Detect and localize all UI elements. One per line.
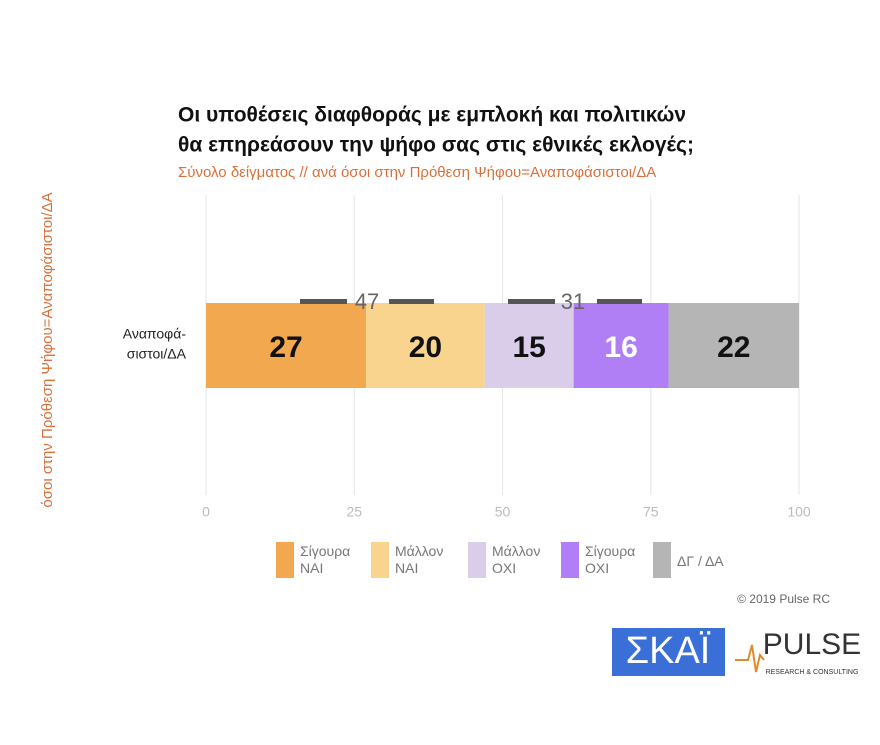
x-tick-label: 50 <box>495 504 511 520</box>
data-label: 22 <box>717 331 750 364</box>
legend-swatch <box>653 542 671 578</box>
x-tick-label: 0 <box>202 504 210 520</box>
copyright: © 2019 Pulse RC <box>737 592 830 606</box>
annotation: 47 <box>355 289 379 314</box>
chart-subtitle: Σύνολο δείγματος // ανά όσοι στην Πρόθεσ… <box>178 164 656 181</box>
chart-title: Οι υποθέσεις διαφθοράς με εμπλοκή και πο… <box>178 104 686 127</box>
bar-segment <box>484 303 574 388</box>
data-label: 16 <box>604 331 637 364</box>
bar-segment <box>206 303 367 388</box>
pulse-logo: PULSE <box>763 628 861 661</box>
data-label: 27 <box>269 331 302 364</box>
skai-logo-box <box>612 628 725 676</box>
legend-swatch <box>276 542 294 578</box>
data-label: 15 <box>512 331 545 364</box>
bar-segment <box>573 303 669 388</box>
legend-label: Σίγουρα ΟΧΙ <box>585 543 636 576</box>
x-tick-label: 75 <box>643 504 659 520</box>
pulse-logo-wave <box>735 644 765 673</box>
legend-label: Σίγουρα ΝΑΙ <box>300 543 351 576</box>
legend-swatch <box>371 542 389 578</box>
annotation-bracket <box>508 299 555 304</box>
x-tick-label: 25 <box>346 504 362 520</box>
legend-label: ΔΓ / ΔΑ <box>677 553 724 569</box>
skai-logo: ΣΚΑΪ <box>626 630 711 672</box>
bar-segment <box>668 303 799 388</box>
annotation-bracket <box>389 299 434 304</box>
data-label: 20 <box>409 331 442 364</box>
bar-segment <box>366 303 485 388</box>
x-tick-label: 100 <box>787 504 811 520</box>
chart-title: θα επηρεάσουν την ψήφο σας στις εθνικές … <box>178 134 694 157</box>
annotation: 31 <box>561 289 585 314</box>
legend-label: Μάλλον ΝΑΙ <box>395 543 444 576</box>
y-tick-label: σιστοι/ΔΑ <box>127 346 187 362</box>
y-tick-label: Αναποφά- <box>123 326 187 342</box>
legend-label: Μάλλον ΟΧΙ <box>492 543 541 576</box>
annotation-bracket <box>597 299 642 304</box>
pulse-logo-sub: RESEARCH & CONSULTING <box>766 669 859 676</box>
legend-swatch <box>561 542 579 578</box>
legend-swatch <box>468 542 486 578</box>
y-axis-label: όσοι στην Πρόθεση Ψήφου=Αναποφάσιστοι/ΔΑ <box>39 192 56 507</box>
annotation-bracket <box>300 299 347 304</box>
